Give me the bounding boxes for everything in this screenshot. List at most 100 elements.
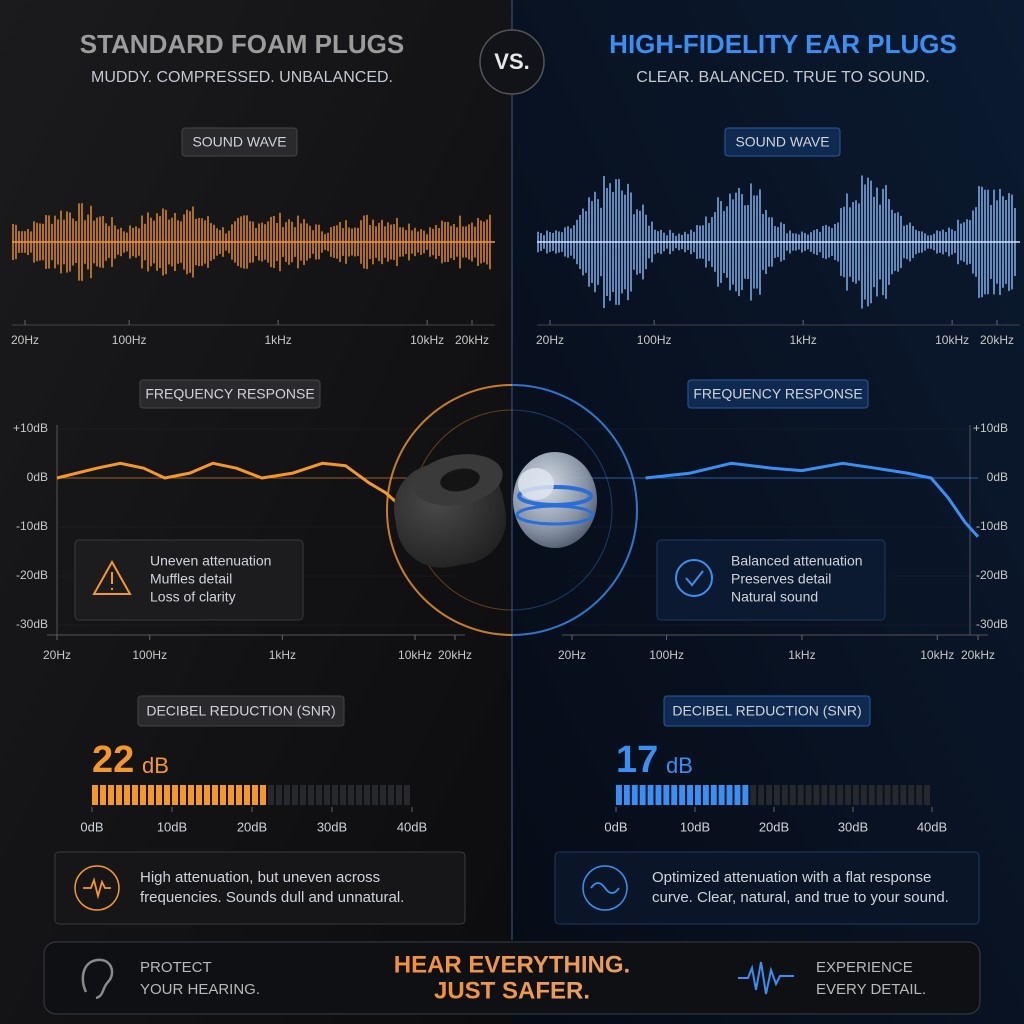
section-label-box [724,127,841,157]
summary-icon-wave [83,876,111,900]
banner [43,941,981,1015]
snr-track [758,785,765,805]
snr-track [396,785,402,805]
summary-line: Optimized attenuation with a flat respon… [652,869,931,886]
section-label-box [137,695,345,727]
wave-tick-label: 1kHz [264,333,291,347]
wave-tick-label: 10kHz [935,333,969,347]
snr-segment [663,785,670,805]
snr-segment [647,785,654,805]
snr-track [332,785,338,805]
y-tick-label: -10dB [976,519,1008,533]
banner-slogan-1: HEAR EVERYTHING. [394,951,630,978]
snr-segment [679,785,686,805]
summary-box [554,851,980,925]
snr-track [892,785,899,805]
snr-segment [252,785,258,805]
snr-bar [92,785,266,805]
snr-track [805,785,812,805]
check-mark [685,570,704,587]
snr-segment [734,785,741,805]
wave-tick-label: 20kHz [455,333,489,347]
snr-track [308,785,314,805]
notes-box [74,539,304,621]
y-tick-label: -20dB [976,568,1008,582]
snr-value: 22 [92,739,134,781]
snr-segment [116,785,122,805]
y-tick-label: -30dB [16,617,48,631]
notes-box [656,539,886,621]
y-tick-label: -30dB [976,617,1008,631]
snr-track [404,785,410,805]
snr-track [924,785,930,805]
note-line: Balanced attenuation [731,553,863,569]
snr-track [316,785,322,805]
x-tick-label: 20Hz [43,648,71,662]
wave-tick-label: 20Hz [536,333,564,347]
snr-tick-label: 10dB [157,819,187,834]
y-tick-label: -20dB [16,568,48,582]
snr-bar [616,785,749,805]
summary-icon [74,865,120,911]
snr-tick-label: 30dB [838,819,868,834]
section-label: DECIBEL REDUCTION (SNR) [672,703,861,719]
x-tick-label: 1kHz [269,648,296,662]
y-tick-label: -10dB [16,519,48,533]
y-tick-label: +10dB [973,421,1008,435]
plugs-image [386,384,638,636]
snr-track [356,785,362,805]
snr-segment [108,785,114,805]
snr-segment [124,785,130,805]
snr-segment [228,785,234,805]
snr-track [884,785,891,805]
snr-segment [148,785,154,805]
snr-segment [92,785,98,805]
note-line: Uneven attenuation [150,553,271,569]
note-line: Natural sound [731,589,818,605]
snr-segment [726,785,733,805]
snr-tick-label: 20dB [759,819,789,834]
snr-tick-label: 0dB [604,819,627,834]
snr-segment [236,785,242,805]
snr-track [774,785,780,805]
wave-icon [738,961,794,995]
snr-segment [244,785,250,805]
snr-segment [180,785,186,805]
summary-line: frequencies. Sounds dull and unnatural. [140,889,404,906]
warning-icon [92,559,132,595]
x-tick-label: 20kHz [961,648,995,662]
summary-icon [582,865,628,911]
snr-track [868,785,875,805]
side-title: STANDARD FOAM PLUGS [80,29,405,59]
snr-track [853,785,859,805]
snr-track [781,785,788,805]
snr-track [813,785,820,805]
section-label: FREQUENCY RESPONSE [693,386,862,402]
snr-segment [639,785,646,805]
vs-badge [479,29,545,95]
x-tick-label: 10kHz [398,648,432,662]
snr-segment [196,785,202,805]
vs-text: VS. [494,49,529,74]
snr-track [876,785,883,805]
snr-tick-label: 30dB [317,819,347,834]
x-tick-label: 20Hz [558,648,586,662]
snr-segment [718,785,725,805]
x-tick-label: 20kHz [438,648,472,662]
snr-track [364,785,370,805]
wave-tick-label: 1kHz [789,333,816,347]
ear-icon [81,958,114,1000]
snr-track [340,785,346,805]
snr-track [860,785,867,805]
section-label-box [181,127,298,157]
banner-slogan-2: JUST SAFER. [434,977,590,1004]
snr-track [276,785,282,805]
snr-segment [132,785,138,805]
snr-segment [695,785,701,805]
snr-track [348,785,354,805]
snr-track [766,785,772,805]
response-curve [56,461,404,509]
section-label-box [663,695,871,727]
snr-segment [687,785,693,805]
